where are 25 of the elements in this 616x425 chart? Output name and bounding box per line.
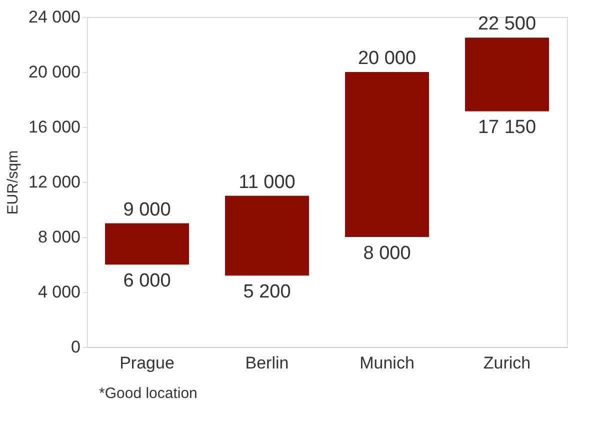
annotation: 6 000 xyxy=(123,270,171,292)
y-tick-label: 8 000 xyxy=(38,228,80,246)
annotation: 20 000 xyxy=(358,48,416,69)
annotation: 5 200 xyxy=(243,282,291,302)
y-tick-label: 12 000 xyxy=(28,172,80,192)
x-tick-label: Zurich xyxy=(483,354,531,372)
bar xyxy=(345,72,429,237)
y-tick-label: 20 000 xyxy=(28,62,80,82)
text: *Good location xyxy=(99,385,198,402)
y-tick-label: 0 xyxy=(71,338,80,356)
y-axis-title: EUR/sqm xyxy=(4,150,22,215)
bar xyxy=(225,196,309,276)
annotation: 9 000 xyxy=(123,199,171,220)
y-tick-label: 24 000 xyxy=(28,8,80,26)
y-tick-label: 16 000 xyxy=(28,118,80,136)
bar xyxy=(465,38,549,112)
x-tick-label: Prague xyxy=(120,354,174,372)
y-tick-label: 4 000 xyxy=(38,282,80,302)
x-tick-label: Berlin xyxy=(245,354,289,372)
annotation: 11 000 xyxy=(238,172,296,193)
bar xyxy=(105,223,189,264)
annotation: 17 150 xyxy=(478,117,536,138)
x-tick-label: Munich xyxy=(360,354,414,372)
annotation: 8 000 xyxy=(363,243,411,264)
annotation: 22 500 xyxy=(478,14,536,35)
